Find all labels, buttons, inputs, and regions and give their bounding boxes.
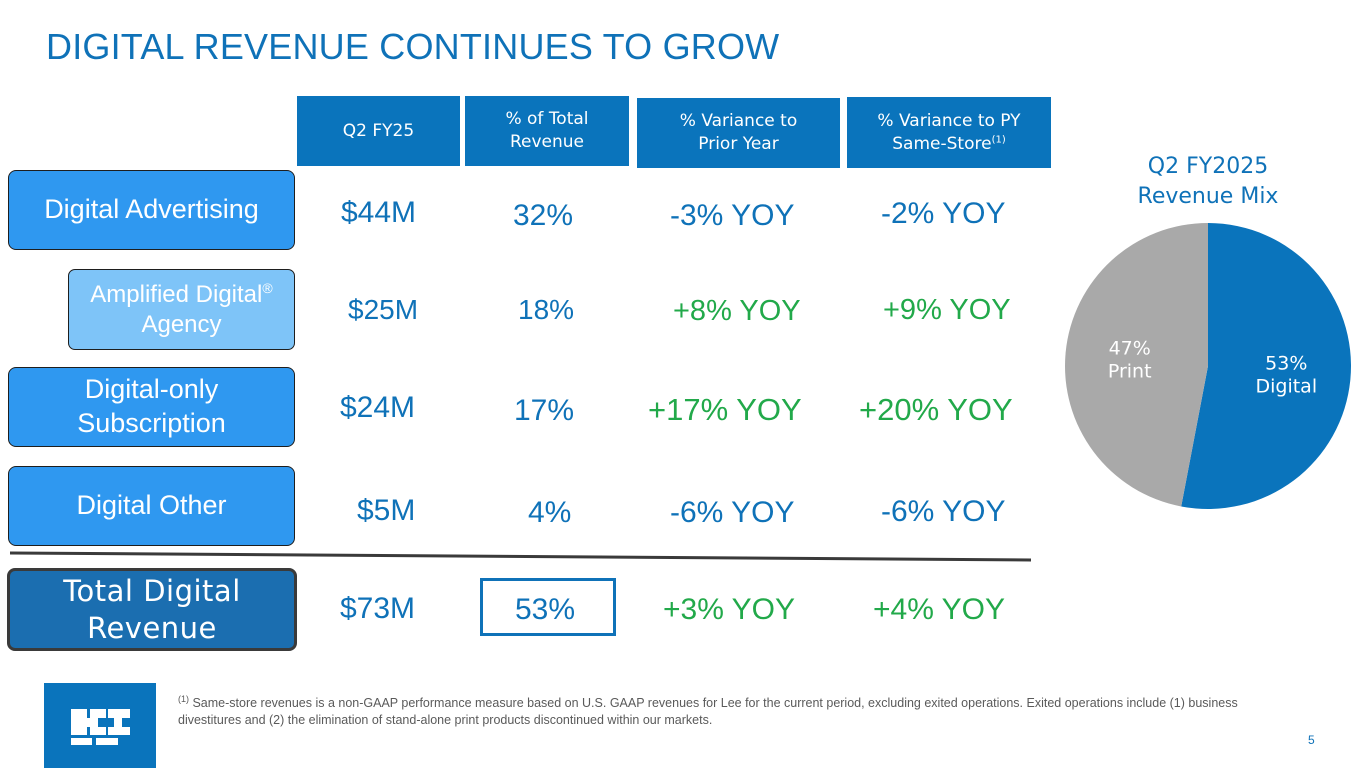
column-header-var-py: % Variance to PY Same-Store(1) xyxy=(847,97,1051,168)
row-label-wrap: Amplified Digital® Agency xyxy=(82,280,282,340)
cell-q2: $24M xyxy=(340,391,416,424)
cell-var-prior: +17% YOY xyxy=(648,392,802,427)
cell-var-prior: -3% YOY xyxy=(670,199,795,232)
row-label-text: Digital Advertising xyxy=(44,194,259,225)
row-label-text: Digital Other xyxy=(76,490,227,521)
cell-total-var-py: +4% YOY xyxy=(873,593,1006,626)
column-header-q2: Q2 FY25 xyxy=(297,96,460,166)
row-label-digital-only-subscription: Digital-only Subscription xyxy=(8,367,295,447)
row-label-amplified-digital-agency: Amplified Digital® Agency xyxy=(68,269,295,350)
page-title: DIGITAL REVENUE CONTINUES TO GROW xyxy=(46,26,780,67)
pie-slice-print xyxy=(1065,223,1208,507)
pie-slice-label-digital: 53% Digital xyxy=(1255,352,1317,397)
footnote-marker: (1) xyxy=(178,694,189,704)
cell-total-pct: 53% xyxy=(515,593,576,626)
cell-pct: 4% xyxy=(528,496,572,529)
column-header-var-prior-label: % Variance to Prior Year xyxy=(679,111,798,154)
column-header-var-py-label: % Variance to PY Same-Store xyxy=(877,110,1021,154)
lee-logo-icon xyxy=(71,709,130,745)
pie-chart-title: Q2 FY2025 Revenue Mix xyxy=(1137,154,1279,209)
footnote-marker: (1) xyxy=(991,133,1006,145)
column-header-var-prior: % Variance to Prior Year xyxy=(637,98,840,168)
cell-q2: $44M xyxy=(341,196,417,229)
cell-pct: 18% xyxy=(518,294,575,325)
cell-var-py: +20% YOY xyxy=(859,392,1013,427)
cell-var-prior: -6% YOY xyxy=(670,496,795,529)
pie-slice-label-print: 47% Print xyxy=(1108,338,1152,383)
row-label-total-digital-revenue: Total Digital Revenue xyxy=(7,568,297,651)
divider-line xyxy=(9,551,1032,562)
footnote-text: Same-store revenues is a non-GAAP perfor… xyxy=(178,696,1238,728)
cell-total-q2: $73M xyxy=(340,592,416,625)
row-label-text: Amplified Digital xyxy=(90,280,263,308)
footnote: (1) Same-store revenues is a non-GAAP pe… xyxy=(178,693,1238,729)
row-label-text: Total Digital Revenue xyxy=(63,574,241,645)
column-header-pct-total: % of Total Revenue xyxy=(465,96,629,166)
cell-pct: 17% xyxy=(514,394,575,427)
cell-q2: $5M xyxy=(357,494,416,527)
cell-total-var-prior: +3% YOY xyxy=(663,593,796,626)
cell-var-prior: +8% YOY xyxy=(673,295,801,327)
cell-var-py: -6% YOY xyxy=(881,495,1006,528)
revenue-mix-pie-chart: 53% Digital 47% Print xyxy=(1065,223,1351,509)
cell-var-py: +9% YOY xyxy=(883,294,1011,326)
row-label-text: Digital-only Subscription xyxy=(77,374,226,438)
cell-pct: 32% xyxy=(513,199,574,232)
registered-mark: ® xyxy=(262,279,273,296)
row-label-text-rest: Agency xyxy=(141,310,222,338)
cell-q2: $25M xyxy=(348,294,419,325)
column-header-var-py-wrap: % Variance to PY Same-Store(1) xyxy=(859,110,1039,156)
row-label-digital-advertising: Digital Advertising xyxy=(8,170,295,250)
page-number: 5 xyxy=(1308,733,1315,747)
total-pct-highlight-box xyxy=(480,578,616,636)
row-label-digital-other: Digital Other xyxy=(8,466,295,546)
column-header-q2-label: Q2 FY25 xyxy=(342,120,415,141)
pie-slice-digital xyxy=(1181,223,1351,509)
column-header-pct-total-label: % of Total Revenue xyxy=(505,109,589,152)
lee-logo xyxy=(44,683,156,768)
cell-var-py: -2% YOY xyxy=(881,197,1006,230)
